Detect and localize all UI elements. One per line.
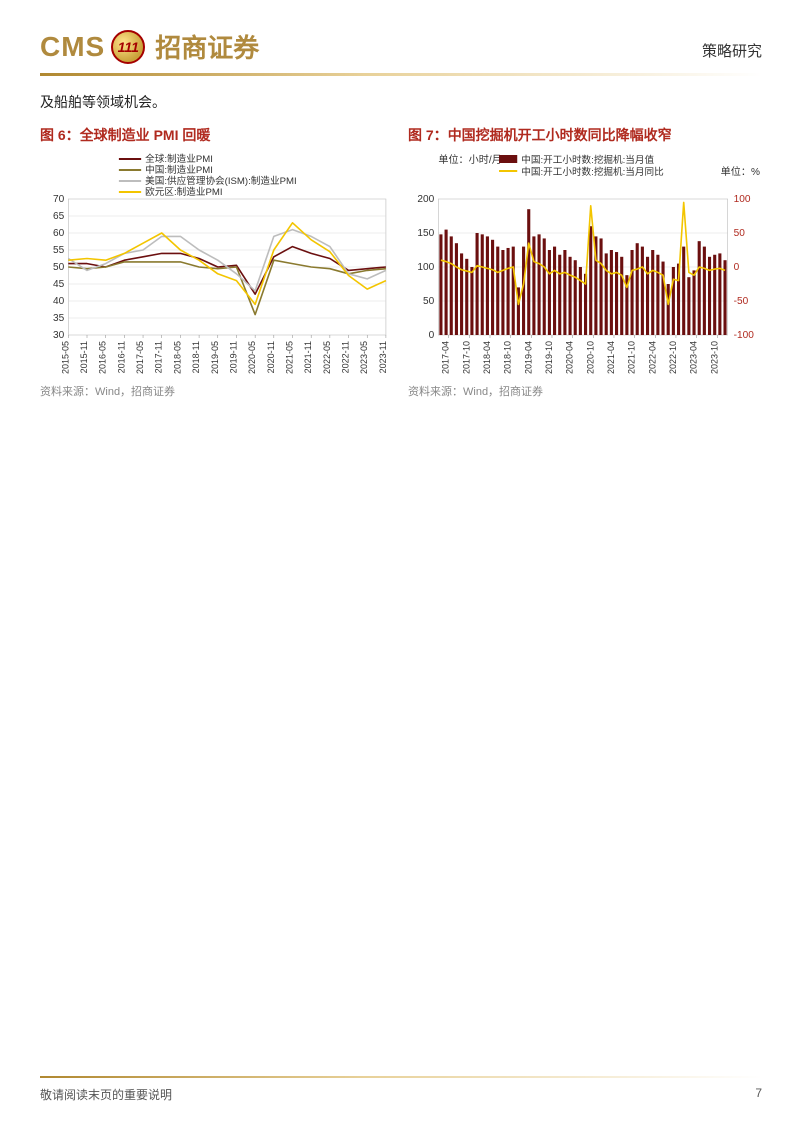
svg-text:2018-05: 2018-05 [172, 341, 182, 374]
body-paragraph: 及船舶等领域机会。 [0, 90, 802, 115]
svg-text:美国:供应管理协会(ISM):制造业PMI: 美国:供应管理协会(ISM):制造业PMI [145, 175, 296, 187]
logo-inner-text: 111 [118, 39, 139, 55]
figure-7-title-text: 中国挖掘机开工小时数同比降幅收窄 [448, 127, 672, 143]
svg-text:2016-05: 2016-05 [98, 341, 108, 374]
svg-text:35: 35 [53, 313, 65, 324]
svg-text:100: 100 [734, 194, 751, 205]
svg-text:30: 30 [53, 330, 65, 341]
svg-text:2020-04: 2020-04 [565, 341, 575, 374]
figure-6-source: 资料来源：Wind，招商证券 [40, 383, 394, 399]
svg-text:65: 65 [53, 211, 65, 222]
svg-text:2022-11: 2022-11 [340, 341, 350, 373]
svg-text:45: 45 [53, 279, 65, 290]
svg-text:中国:开工小时数:挖掘机:当月值: 中国:开工小时数:挖掘机:当月值 [521, 154, 654, 166]
svg-text:60: 60 [53, 228, 65, 239]
svg-text:2023-05: 2023-05 [359, 341, 369, 374]
svg-text:2015-11: 2015-11 [79, 341, 89, 373]
svg-text:200: 200 [417, 194, 434, 205]
svg-text:-100: -100 [734, 330, 755, 341]
figure-6-title: 图 6：全球制造业 PMI 回暖 [40, 125, 394, 145]
svg-text:单位：小时/月: 单位：小时/月 [438, 153, 501, 166]
figure-7-chart: 0 50 100 150 200 -100 -50 0 50 100 2017-04 2017-10 2… [408, 151, 762, 381]
svg-text:2018-11: 2018-11 [191, 341, 201, 373]
logo-chinese-text: 招商证券 [155, 28, 259, 65]
charts-row: 图 6：全球制造业 PMI 回暖 30 35 40 45 50 55 60 65 70 2015-… [0, 125, 802, 399]
svg-text:2019-05: 2019-05 [210, 341, 220, 374]
figure-6-chart: 30 35 40 45 50 55 60 65 70 2015-05 2015-11 2016-05 2… [40, 151, 394, 381]
figure-6-block: 图 6：全球制造业 PMI 回暖 30 35 40 45 50 55 60 65 70 2015-… [40, 125, 394, 399]
svg-text:2023-04: 2023-04 [689, 341, 699, 374]
figure-7-source: 资料来源：Wind，招商证券 [408, 383, 762, 399]
header-divider [40, 73, 762, 76]
svg-text:2019-04: 2019-04 [523, 341, 533, 374]
svg-text:150: 150 [417, 228, 434, 239]
svg-text:0: 0 [429, 330, 435, 341]
svg-text:2023-11: 2023-11 [378, 341, 388, 373]
svg-text:2021-10: 2021-10 [627, 341, 637, 374]
svg-text:2022-10: 2022-10 [668, 341, 678, 374]
logo-group: CMS 111 招商证券 [40, 28, 259, 65]
svg-text:100: 100 [417, 262, 434, 273]
svg-text:40: 40 [53, 296, 65, 307]
svg-text:2018-04: 2018-04 [482, 341, 492, 374]
footer-divider [40, 1076, 762, 1078]
page-footer: 敬请阅读末页的重要说明 7 [40, 1076, 762, 1103]
svg-text:2020-05: 2020-05 [247, 341, 257, 374]
svg-text:2022-04: 2022-04 [647, 341, 657, 374]
figure-6-label: 图 6： [40, 127, 80, 143]
svg-text:2021-04: 2021-04 [606, 341, 616, 374]
svg-text:2017-11: 2017-11 [154, 341, 164, 373]
footer-content: 敬请阅读末页的重要说明 7 [40, 1086, 762, 1103]
figure-7-label: 图 7： [408, 127, 448, 143]
svg-text:中国:开工小时数:挖掘机:当月同比: 中国:开工小时数:挖掘机:当月同比 [521, 166, 663, 178]
svg-text:2021-11: 2021-11 [303, 341, 313, 373]
svg-text:2015-05: 2015-05 [60, 341, 70, 374]
footer-note: 敬请阅读末页的重要说明 [40, 1086, 172, 1103]
svg-text:2020-11: 2020-11 [266, 341, 276, 373]
svg-text:单位：%: 单位：% [721, 165, 760, 178]
svg-text:2017-04: 2017-04 [441, 341, 451, 374]
header-category: 策略研究 [702, 40, 762, 61]
page-number: 7 [755, 1086, 762, 1103]
figure-6-title-text: 全球制造业 PMI 回暖 [80, 127, 211, 143]
svg-text:2020-10: 2020-10 [585, 341, 595, 374]
svg-text:50: 50 [734, 228, 746, 239]
svg-text:2018-10: 2018-10 [503, 341, 513, 374]
figure-7-block: 图 7：中国挖掘机开工小时数同比降幅收窄 0 50 100 150 200 -100 -50… [408, 125, 762, 399]
svg-text:2017-05: 2017-05 [135, 341, 145, 374]
svg-text:70: 70 [53, 194, 65, 205]
svg-text:-50: -50 [734, 296, 749, 307]
svg-text:全球:制造业PMI: 全球:制造业PMI [145, 153, 213, 165]
svg-text:2019-10: 2019-10 [544, 341, 554, 374]
page-header: CMS 111 招商证券 策略研究 [0, 0, 802, 73]
logo-cms-text: CMS [40, 31, 105, 63]
svg-text:2017-10: 2017-10 [461, 341, 471, 374]
svg-text:50: 50 [423, 296, 435, 307]
svg-text:2023-10: 2023-10 [709, 341, 719, 374]
svg-text:2022-05: 2022-05 [322, 341, 332, 374]
logo-circle-icon: 111 [111, 30, 145, 64]
svg-text:55: 55 [53, 245, 65, 256]
svg-text:2021-05: 2021-05 [284, 341, 294, 374]
svg-text:2019-11: 2019-11 [228, 341, 238, 373]
svg-text:50: 50 [53, 262, 65, 273]
svg-text:0: 0 [734, 262, 740, 273]
figure-7-title: 图 7：中国挖掘机开工小时数同比降幅收窄 [408, 125, 762, 145]
svg-text:中国:制造业PMI: 中国:制造业PMI [145, 164, 213, 176]
svg-text:欧元区:制造业PMI: 欧元区:制造业PMI [145, 186, 222, 198]
svg-text:2016-11: 2016-11 [116, 341, 126, 373]
